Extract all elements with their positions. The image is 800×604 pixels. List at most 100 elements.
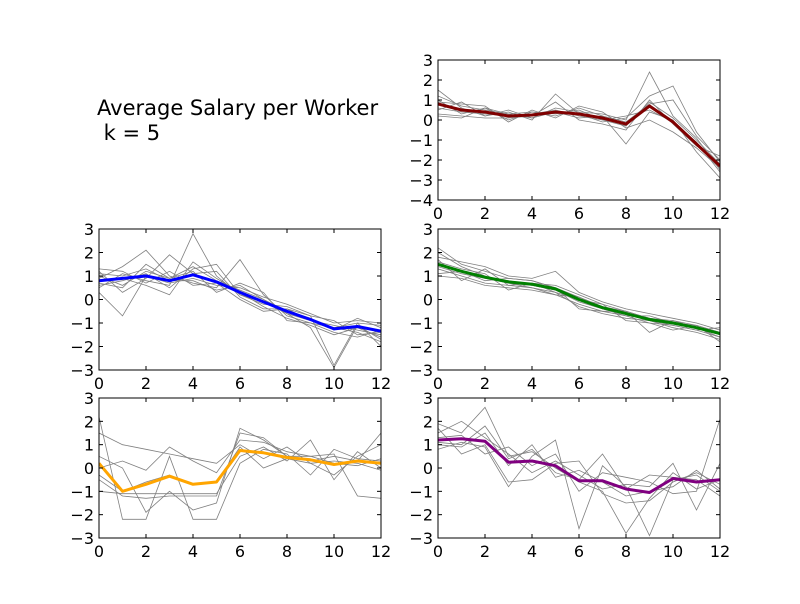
plot-area — [99, 416, 381, 520]
series-member-line — [438, 71, 720, 171]
x-tick-label: 2 — [141, 374, 151, 393]
axes-frame — [437, 397, 721, 539]
y-tick-label: 2 — [84, 412, 94, 431]
y-tick-label: 2 — [423, 244, 433, 263]
series-member-line — [99, 432, 381, 499]
x-tick-label: 12 — [710, 542, 730, 561]
series-member-line — [99, 268, 381, 336]
y-tick-label: 0 — [84, 291, 94, 310]
series-centroid-line — [99, 273, 381, 333]
y-tick-label: 2 — [84, 244, 94, 263]
y-tick-label: 1 — [84, 436, 94, 455]
y-tick-label: 1 — [423, 91, 433, 110]
x-tick-label: 10 — [663, 542, 683, 561]
series-member-line — [99, 263, 381, 369]
series-member-line — [438, 85, 720, 163]
plot-area — [99, 232, 381, 369]
y-tick-label: −1 — [409, 131, 433, 150]
series-member-line — [438, 439, 720, 537]
series-member-line — [99, 266, 381, 336]
x-tick-label: 2 — [480, 374, 490, 393]
y-tick-label: 3 — [423, 220, 433, 239]
y-tick-label: 0 — [423, 291, 433, 310]
x-tick-label: 8 — [282, 374, 292, 393]
axes-frame — [98, 397, 382, 539]
series-member-line — [99, 416, 381, 520]
plot-area — [438, 71, 720, 179]
y-tick-label: 3 — [423, 51, 433, 70]
series-member-line — [99, 427, 381, 513]
y-tick-label: −4 — [409, 191, 433, 210]
plot-area — [438, 406, 720, 537]
y-tick-label: −2 — [409, 506, 433, 525]
y-tick-label: 1 — [423, 436, 433, 455]
series-member-line — [438, 252, 720, 331]
series-member-line — [438, 256, 720, 331]
x-tick-label: 10 — [663, 374, 683, 393]
x-tick-label: 6 — [235, 542, 245, 561]
series-member-line — [438, 420, 720, 511]
y-tick-label: 3 — [423, 389, 433, 408]
x-tick-label: 4 — [527, 204, 537, 223]
x-tick-label: 8 — [282, 542, 292, 561]
figure-title-line1: Average Salary per Worker — [97, 96, 379, 120]
x-tick-label: 0 — [433, 542, 443, 561]
x-tick-label: 10 — [324, 374, 344, 393]
series-member-line — [99, 249, 381, 338]
y-tick-label: 2 — [423, 412, 433, 431]
plot-area — [438, 247, 720, 343]
x-tick-label: 12 — [371, 542, 391, 561]
figure-title-line2: k = 5 — [97, 121, 161, 145]
series-member-line — [99, 446, 381, 492]
series-centroid-line — [438, 437, 720, 494]
y-tick-label: −3 — [409, 171, 433, 190]
axes-frame — [437, 59, 721, 201]
x-tick-label: 12 — [710, 204, 730, 223]
y-tick-label: 1 — [84, 267, 94, 286]
x-tick-label: 4 — [188, 542, 198, 561]
series-member-line — [438, 261, 720, 336]
series-member-line — [438, 99, 720, 161]
y-tick-label: −2 — [70, 506, 94, 525]
x-tick-label: 10 — [663, 204, 683, 223]
y-tick-label: −3 — [409, 529, 433, 548]
series-member-line — [438, 247, 720, 333]
series-member-line — [99, 439, 381, 495]
series-centroid-line — [438, 262, 720, 336]
x-tick-label: 2 — [480, 204, 490, 223]
series-centroid-line — [99, 449, 381, 493]
series-member-line — [438, 428, 720, 504]
y-tick-label: −2 — [409, 338, 433, 357]
x-tick-label: 12 — [710, 374, 730, 393]
series-centroid-line — [438, 102, 720, 168]
y-tick-label: 0 — [423, 111, 433, 130]
x-tick-label: 4 — [527, 542, 537, 561]
x-tick-label: 0 — [94, 542, 104, 561]
x-tick-label: 6 — [235, 374, 245, 393]
series-member-line — [99, 432, 381, 476]
y-tick-label: −1 — [70, 314, 94, 333]
x-tick-label: 2 — [141, 542, 151, 561]
y-tick-label: 3 — [84, 220, 94, 239]
y-tick-label: 2 — [423, 71, 433, 90]
x-tick-label: 8 — [621, 374, 631, 393]
x-tick-label: 12 — [371, 374, 391, 393]
x-tick-label: 4 — [527, 374, 537, 393]
x-tick-label: 10 — [324, 542, 344, 561]
y-tick-label: −3 — [70, 529, 94, 548]
x-tick-label: 6 — [574, 542, 584, 561]
series-member-line — [438, 101, 720, 165]
y-tick-label: −3 — [70, 361, 94, 380]
y-tick-label: −3 — [409, 361, 433, 380]
series-member-line — [438, 107, 720, 179]
x-tick-label: 6 — [574, 374, 584, 393]
x-tick-label: 8 — [621, 542, 631, 561]
y-tick-label: 3 — [84, 389, 94, 408]
series-member-line — [438, 432, 720, 497]
x-tick-label: 0 — [94, 374, 104, 393]
series-member-line — [438, 268, 720, 340]
